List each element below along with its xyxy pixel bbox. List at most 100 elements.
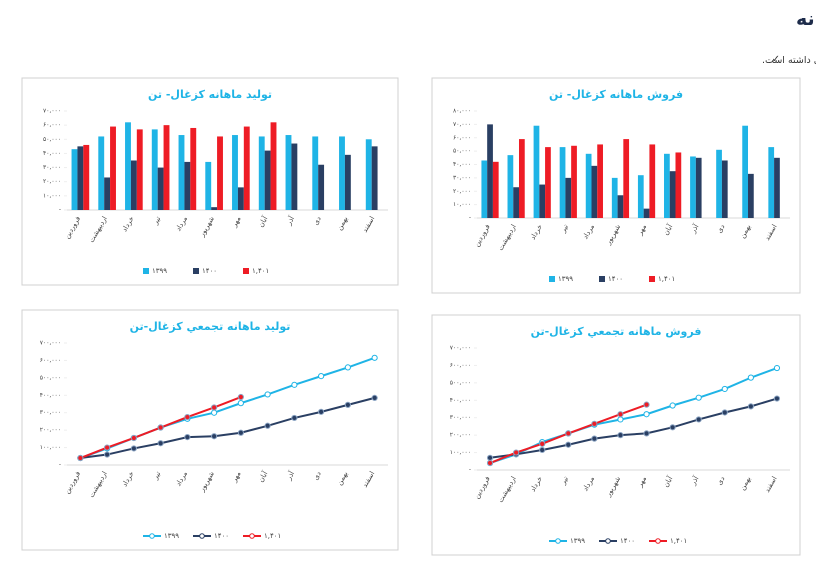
y-tick-label: ۷۰,۰۰۰: [43, 108, 61, 115]
marker: [617, 411, 624, 418]
marker: [264, 422, 271, 429]
bar: [571, 145, 577, 218]
x-tick-label: دی: [715, 475, 726, 486]
marker: [669, 424, 676, 431]
marker: [237, 429, 244, 436]
bar: [136, 129, 143, 210]
bar: [318, 164, 325, 210]
bar: [130, 160, 137, 210]
bar: [285, 135, 292, 210]
legend-label: ۱۳۹۹: [164, 532, 179, 540]
chart-frame: [21, 309, 399, 551]
y-tick-label: ۴۰,۰۰۰: [43, 150, 61, 157]
bar: [71, 149, 78, 210]
y-tick-label: ۴۰۰,۰۰۰: [450, 397, 471, 404]
bar: [365, 139, 372, 210]
chart: فروش ماهانه تجمعي کزغال-تن - ۱۰۰,۰۰۰ ۲۰۰,۰۰…: [431, 314, 801, 556]
marker: [695, 416, 702, 423]
bar: [716, 149, 722, 218]
marker: [130, 445, 137, 452]
marker: [371, 354, 378, 361]
y-tick-label: ۲۰,۰۰۰: [453, 188, 471, 195]
marker: [565, 430, 572, 437]
marker: [486, 454, 494, 461]
bullet: ✓: [772, 54, 780, 65]
legend-label: ۱,۴۰۱: [252, 267, 269, 275]
marker: [513, 449, 520, 456]
bar: [243, 126, 250, 210]
legend-swatch: [555, 538, 561, 544]
marker: [539, 440, 546, 447]
bar: [487, 124, 493, 218]
legend-label: ۱۳۹۹: [152, 267, 167, 275]
marker: [237, 400, 244, 407]
y-tick-label: ۳۰۰,۰۰۰: [40, 409, 61, 416]
y-tick-label: -: [469, 215, 471, 222]
bar: [237, 187, 244, 210]
y-tick-label: ۲۰,۰۰۰: [43, 178, 61, 185]
bar: [232, 135, 238, 210]
legend-swatch: [193, 268, 199, 274]
bar: [539, 184, 546, 218]
bar: [371, 146, 378, 210]
marker: [721, 385, 728, 393]
y-tick-label: ۱۰,۰۰۰: [453, 201, 471, 208]
y-tick-label: ۳۰,۰۰۰: [43, 164, 61, 171]
legend-label: ۱۴۰۰: [214, 532, 229, 540]
bar: [591, 165, 598, 218]
bar: [545, 147, 551, 218]
y-tick-label: ۸۰,۰۰۰: [453, 108, 471, 115]
legend-swatch: [243, 268, 249, 274]
y-tick-label: -: [469, 467, 471, 474]
legend-swatch: [143, 268, 149, 274]
legend-label: ۱,۴۰۱: [670, 537, 687, 545]
marker: [130, 434, 137, 442]
legend-label: ۱,۴۰۱: [658, 275, 675, 283]
note: شرکت به علت اورهال در سال گذشته تولید و …: [762, 54, 816, 66]
y-tick-label: ۵۰۰,۰۰۰: [450, 379, 471, 386]
bar: [481, 160, 488, 218]
x-tick-label: دی: [312, 470, 323, 481]
bar: [98, 136, 105, 210]
bar: [585, 153, 592, 218]
chart-title: تولید ماهانه تجمعي کزغال-تن: [130, 320, 291, 333]
y-tick-label: ۵۰۰,۰۰۰: [40, 374, 61, 381]
chart-title: فروش ماهانه تجمعي کزغال-تن: [531, 325, 702, 338]
marker: [237, 393, 244, 401]
y-tick-label: ۶۰,۰۰۰: [43, 122, 61, 129]
bar: [559, 147, 566, 218]
bar: [492, 161, 499, 218]
x-tick-label: تیر: [559, 475, 570, 487]
bar: [748, 173, 754, 218]
marker: [104, 444, 111, 451]
bar: [178, 135, 185, 210]
y-tick-label: ۴۰۰,۰۰۰: [40, 392, 61, 399]
marker: [157, 440, 164, 447]
bar: [83, 144, 90, 210]
x-tick-label: دی: [715, 223, 726, 234]
y-tick-label: ۶۰۰,۰۰۰: [40, 357, 61, 364]
chart: فروش ماهانه کزغال- تن - ۱۰,۰۰۰ ۲۰,۰۰۰ ۳۰,۰۰۰…: [431, 77, 801, 294]
bar: [339, 136, 345, 210]
bar: [205, 161, 212, 210]
bar: [344, 154, 351, 210]
legend-swatch: [249, 533, 255, 539]
y-tick-label: ۱۰۰,۰۰۰: [40, 444, 61, 451]
marker: [291, 381, 298, 388]
y-tick-label: ۷۰۰,۰۰۰: [40, 340, 61, 347]
legend-label: ۱,۴۰۱: [264, 532, 281, 540]
y-tick-label: ۲۰۰,۰۰۰: [40, 427, 61, 434]
bar: [611, 177, 618, 218]
bar: [643, 208, 650, 218]
marker: [617, 432, 624, 439]
bar: [565, 177, 572, 218]
marker: [747, 374, 754, 381]
bar: [597, 144, 603, 218]
marker: [669, 402, 676, 409]
marker: [617, 416, 624, 423]
y-tick-label: ۶۰,۰۰۰: [453, 134, 471, 141]
marker: [344, 401, 351, 408]
y-tick-label: ۶۰۰,۰۰۰: [450, 362, 471, 369]
bar: [513, 187, 519, 218]
